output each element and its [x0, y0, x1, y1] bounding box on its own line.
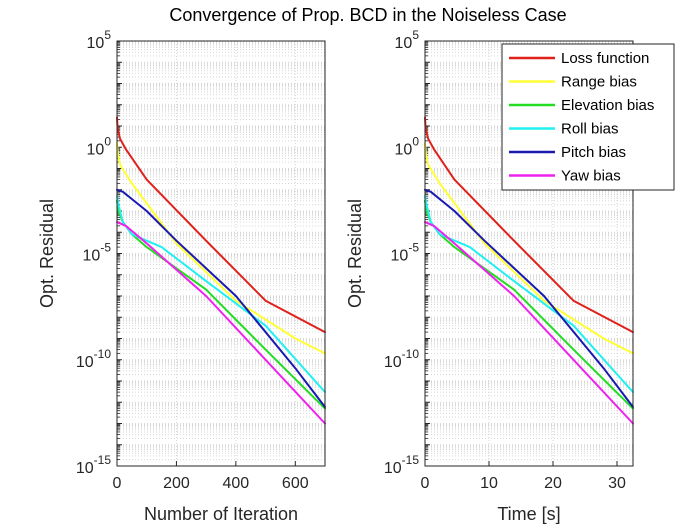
x-axis-label: Number of Iteration [144, 504, 298, 524]
series-line-loss-function [116, 116, 326, 334]
x-tick-label: 200 [163, 475, 190, 492]
y-tick-label: 100 [395, 134, 420, 158]
x-tick-label: 10 [480, 475, 498, 492]
x-axis-label: Time [s] [497, 504, 560, 524]
y-axis-label: Opt. Residual [37, 199, 57, 308]
series-line-elevation-bias [424, 199, 634, 410]
series-line-pitch-bias [116, 188, 326, 408]
y-tick-label: 105 [395, 28, 420, 52]
y-tick-label: 10-10 [76, 347, 111, 371]
legend-item-yaw-bias: Yaw bias [509, 168, 621, 185]
x-tick-label: 0 [421, 475, 430, 492]
x-tick-label: 400 [223, 475, 250, 492]
y-axis-label: Opt. Residual [345, 199, 365, 308]
legend-label: Loss function [561, 50, 649, 67]
legend-label: Elevation bias [561, 97, 654, 114]
legend-label: Pitch bias [561, 144, 626, 161]
axes-box [116, 40, 326, 467]
series-lines [116, 116, 326, 425]
x-tick-label: 20 [544, 475, 562, 492]
x-tick-label: 600 [282, 475, 309, 492]
x-tick-label: 30 [608, 475, 626, 492]
legend-box [501, 43, 675, 191]
legend-item-pitch-bias: Pitch bias [509, 144, 626, 161]
legend-item-roll-bias: Roll bias [509, 121, 619, 138]
legend-label: Yaw bias [561, 168, 621, 185]
y-tick-label: 10-5 [83, 241, 112, 265]
y-tick-label: 10-5 [391, 241, 420, 265]
legend-label: Roll bias [561, 121, 619, 138]
series-line-loss-function [424, 116, 634, 334]
left-panel: 105 100 10-5 10-10 10-150 200 400 600 Number of … [37, 28, 326, 524]
axes-box [424, 40, 634, 467]
legend-item-loss-function: Loss function [509, 50, 649, 67]
series-lines [424, 116, 634, 425]
y-tick-label: 105 [87, 28, 112, 52]
series-line-pitch-bias [424, 188, 634, 408]
y-tick-label: 10-15 [76, 453, 111, 477]
y-tick-label: 10-10 [384, 347, 419, 371]
y-tick-label: 10-15 [384, 453, 419, 477]
series-line-range-bias [424, 142, 634, 355]
x-tick-label: 0 [113, 475, 122, 492]
series-line-elevation-bias [116, 199, 326, 410]
series-line-roll-bias [116, 195, 326, 394]
legend: Loss function Range bias Elevation bias Rol… [501, 43, 675, 191]
legend-label: Range bias [561, 74, 637, 91]
series-line-range-bias [116, 142, 326, 355]
series-line-yaw-bias [116, 221, 326, 425]
legend-item-elevation-bias: Elevation bias [509, 97, 654, 114]
y-tick-label: 100 [87, 134, 112, 158]
chart-title: Convergence of Prop. BCD in the Noiseles… [169, 5, 566, 25]
plot-area [117, 41, 325, 466]
series-line-yaw-bias [424, 221, 634, 425]
legend-item-range-bias: Range bias [509, 74, 637, 91]
